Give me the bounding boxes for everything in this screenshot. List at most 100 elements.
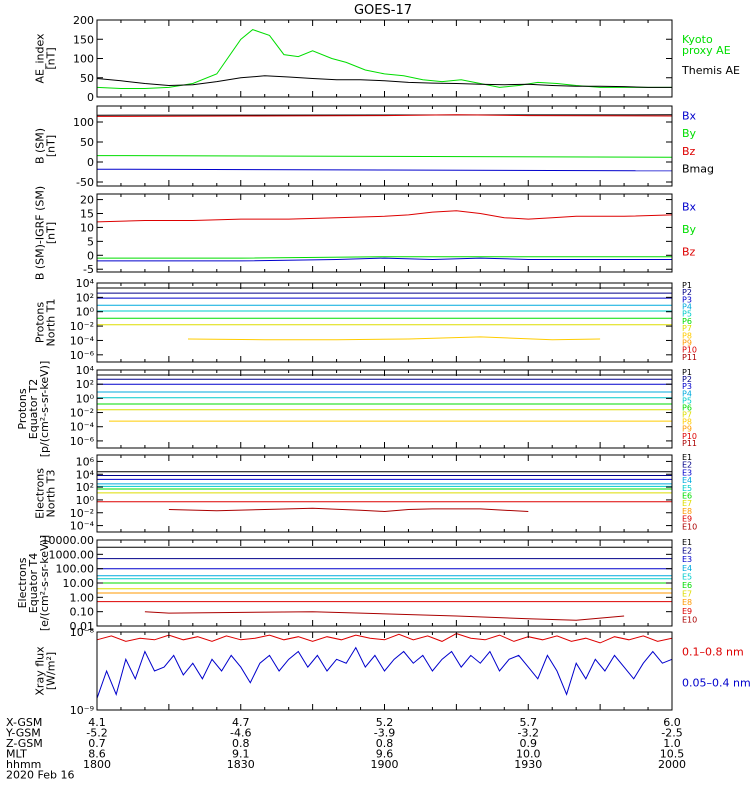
x-row-value: 10.5 <box>660 748 685 761</box>
panel-3-series-2 <box>97 256 672 259</box>
legend-entry: P5 <box>682 396 692 405</box>
legend-entry: P2 <box>682 375 692 384</box>
ylabel-line: [W/m²] <box>45 652 58 690</box>
y-tick-label: -5 <box>83 263 94 276</box>
x-row-value: 10.0 <box>516 748 541 761</box>
x-row-value: 1800 <box>83 758 111 771</box>
panel-3-series-3 <box>97 257 672 262</box>
x-row-value: 9.1 <box>232 748 250 761</box>
legend-entry: E4 <box>682 564 692 573</box>
ylabel-line: [nT] <box>45 47 58 69</box>
panel-7-series-10 <box>144 611 625 621</box>
panel-1-series-2 <box>96 75 672 88</box>
ylabel-line: Equator T2 <box>27 379 40 439</box>
panel-2-series-3 <box>96 155 673 158</box>
panel-6-frame <box>96 454 673 533</box>
legend-entry: P5 <box>682 310 692 319</box>
x-row-value: -2.5 <box>661 727 682 740</box>
ylabel-line: B (SM) <box>34 128 47 164</box>
y-tick-label: 10⁴ <box>76 468 95 481</box>
legend-entry: proxy AE <box>682 44 731 57</box>
panel-3-series-1 <box>96 210 673 223</box>
y-tick-label: 0 <box>87 249 94 262</box>
x-row-value: 6.0 <box>663 716 681 729</box>
y-tick-label: 100 <box>73 53 94 66</box>
legend-entry: Bx <box>682 201 697 214</box>
legend-entry: P10 <box>682 346 697 355</box>
y-tick-label: 0.01 <box>70 620 95 633</box>
legend-entry: 0.1–0.8 nm <box>682 645 744 658</box>
legend-entry: P1 <box>682 368 692 377</box>
legend-entry: Bx <box>682 109 697 122</box>
panel-5-ylabel: ProtonsEquator T2[p/(cm²-s-sr-keV)] <box>16 361 51 458</box>
x-axis-table: X-GSM 4.1 4.7 5.2 5.7 6.0 Y-GSM -5.2 -4.6 -3.9 -3.… <box>5 716 686 782</box>
legend-entry: Bz <box>682 245 696 258</box>
legend-entry: By <box>682 127 697 140</box>
y-tick-label: 0.10 <box>70 606 95 619</box>
panel-8-ylabel: Xray flux[W/m²] <box>34 646 58 696</box>
legend-entry: E3 <box>682 468 692 477</box>
legend-entry: E8 <box>682 598 692 607</box>
panel-6-ylabel: ElectronsNorth T3 <box>34 468 58 519</box>
x-row-label: X-GSM <box>6 716 42 729</box>
y-tick-label: 10⁴ <box>76 364 95 377</box>
y-tick-label: 10⁰ <box>76 392 95 405</box>
x-row-label: MLT <box>6 748 27 761</box>
x-row-value: -3.9 <box>374 727 395 740</box>
legend-entry: P8 <box>682 331 692 340</box>
x-row-value: 0.8 <box>232 737 250 750</box>
panel-2-ylabel: B (SM)[nT] <box>34 128 58 164</box>
ylabel-line: [p/(cm²-s-sr-keV)] <box>38 361 51 458</box>
legend-entry: P11 <box>682 439 697 448</box>
panel-4-frame <box>96 282 673 363</box>
panel-6-series-9 <box>168 507 529 513</box>
legend-entry: P2 <box>682 288 692 297</box>
legend-entry: Themis AE <box>681 64 740 77</box>
y-tick-label: 50 <box>80 136 94 149</box>
ylabel-line: North T3 <box>45 470 58 518</box>
legend-entry: E2 <box>682 547 692 556</box>
x-row-label: Z-GSM <box>6 737 43 750</box>
legend-entry: P4 <box>682 303 692 312</box>
legend-entry: P9 <box>682 425 692 434</box>
ylabel-line: [nT] <box>45 222 58 244</box>
y-tick-label: 10² <box>76 291 94 304</box>
ylabel-line: [e/(cm²-s-sr-keV)] <box>38 535 51 631</box>
panel-3-frame <box>96 193 673 273</box>
legend-entry: E10 <box>682 615 697 624</box>
x-row-value: 0.8 <box>376 737 394 750</box>
x-row-value: 1900 <box>371 758 399 771</box>
y-tick-label: 0 <box>87 91 94 104</box>
y-tick-label: 10⁻⁴ <box>70 421 95 434</box>
ylabel-line: Protons <box>34 302 47 343</box>
y-tick-label: 1.00 <box>70 591 95 604</box>
y-tick-label: 10⁰ <box>76 494 95 507</box>
ylabel-line: Protons <box>16 388 29 429</box>
x-row-value: 0.7 <box>88 737 106 750</box>
panel-2-series-2 <box>96 114 673 117</box>
legend-entry: P7 <box>682 324 692 333</box>
y-tick-label: 10⁻⁶ <box>70 349 95 362</box>
y-tick-label: 10² <box>76 378 94 391</box>
x-row-value: 4.1 <box>88 716 106 729</box>
legend-entry: P7 <box>682 411 692 420</box>
x-row-label: Y-GSM <box>5 727 41 740</box>
y-tick-label: 10⁻⁹ <box>70 704 94 717</box>
legend-entry: P1 <box>682 281 692 290</box>
y-tick-label: 10⁻² <box>70 407 94 420</box>
legend-entry: E5 <box>682 484 692 493</box>
y-tick-label: 100.00 <box>56 563 95 576</box>
x-row-label: hhmm <box>6 758 41 771</box>
legend-entry: E10 <box>682 522 697 531</box>
legend-entry: P3 <box>682 382 692 391</box>
y-tick-label: 1000.00 <box>49 548 95 561</box>
x-row-value: 1.0 <box>663 737 681 750</box>
panel-4-ylabel: ProtonsNorth T1 <box>34 299 58 347</box>
figure-title: GOES-17 <box>354 3 412 18</box>
legend-entry: E9 <box>682 607 692 616</box>
y-tick-label: 10 <box>80 221 94 234</box>
x-row-value: -5.2 <box>86 727 107 740</box>
legend-entry: E9 <box>682 515 692 524</box>
